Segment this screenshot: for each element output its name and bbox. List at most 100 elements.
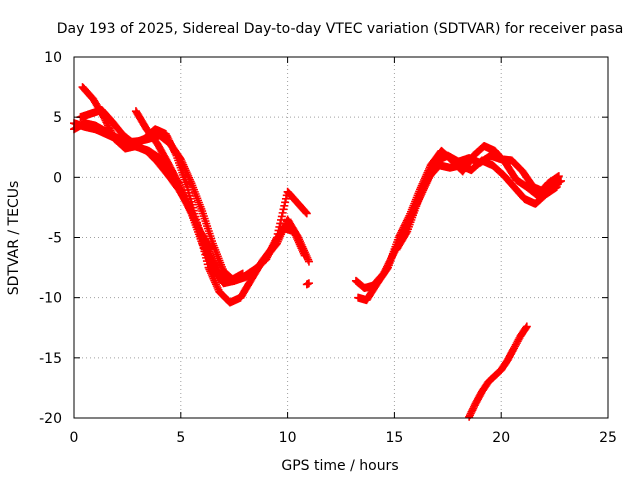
data-point	[420, 182, 429, 191]
x-tick-label: 20	[492, 430, 510, 446]
data-point	[211, 280, 220, 289]
y-tick-label: -5	[48, 231, 62, 247]
data-point	[281, 198, 290, 207]
data-point	[299, 249, 308, 258]
y-tick-label: 0	[53, 170, 62, 186]
data-point	[304, 255, 313, 264]
data-point	[304, 257, 313, 266]
data-point	[175, 181, 184, 190]
data-point	[300, 251, 309, 260]
data-point	[207, 269, 216, 278]
data-point	[206, 245, 215, 254]
data-point	[522, 323, 531, 332]
data-point	[402, 228, 411, 237]
data-point	[414, 195, 423, 204]
data-point	[297, 244, 306, 253]
series-sat-i	[465, 322, 531, 421]
data-point	[184, 201, 193, 210]
data-point	[193, 221, 202, 230]
data-point	[299, 247, 308, 256]
data-point	[290, 229, 299, 238]
data-point	[210, 276, 219, 285]
data-point	[174, 179, 183, 188]
data-point	[293, 234, 302, 243]
data-point	[422, 177, 431, 186]
data-point	[207, 270, 216, 279]
x-tick-label: 15	[385, 430, 403, 446]
data-point	[421, 180, 430, 189]
data-point	[186, 205, 195, 214]
y-tick-label: -15	[39, 351, 62, 367]
data-point	[292, 233, 301, 242]
data-point	[205, 265, 214, 274]
data-point	[557, 176, 566, 185]
data-point	[181, 194, 190, 203]
data-point	[279, 205, 288, 214]
data-point	[304, 279, 313, 288]
data-point	[302, 209, 311, 218]
data-point	[211, 278, 220, 287]
data-point	[186, 207, 195, 216]
x-tick-label: 25	[599, 430, 617, 446]
y-tick-label: 5	[53, 110, 62, 126]
data-point	[281, 194, 290, 203]
x-tick-label: 5	[176, 430, 185, 446]
data-point	[416, 191, 425, 200]
data-point	[294, 238, 303, 247]
data-point	[177, 184, 186, 193]
data-point	[298, 245, 307, 254]
series-sat-d	[78, 83, 247, 284]
data-point	[277, 212, 286, 221]
data-point	[187, 208, 196, 217]
data-point	[301, 208, 310, 217]
data-point	[180, 192, 189, 201]
data-point	[295, 240, 304, 249]
data-point	[205, 244, 214, 253]
data-point	[212, 282, 221, 291]
data-points	[70, 83, 566, 421]
data-point	[171, 150, 180, 159]
data-point	[290, 227, 299, 236]
data-point	[182, 197, 191, 206]
data-point	[418, 186, 427, 195]
data-point	[383, 264, 392, 273]
data-point	[176, 183, 185, 192]
data-point	[422, 178, 431, 187]
y-axis-label: SDTVAR / TECUs	[6, 181, 22, 296]
data-point	[182, 196, 191, 205]
data-point	[177, 186, 186, 195]
data-point	[192, 220, 201, 229]
series-sat-e	[131, 107, 215, 254]
data-point	[189, 212, 198, 221]
data-point	[208, 272, 217, 281]
data-point	[238, 269, 247, 278]
data-point	[213, 283, 222, 292]
data-point	[206, 267, 215, 276]
data-point	[280, 201, 289, 210]
data-point	[425, 165, 434, 174]
data-point	[185, 203, 194, 212]
y-tick-label: -20	[39, 411, 62, 427]
data-point	[191, 216, 200, 225]
chart-title: Day 193 of 2025, Sidereal Day-to-day VTE…	[57, 21, 624, 37]
data-point	[413, 197, 422, 206]
data-point	[294, 236, 303, 245]
data-point	[191, 218, 200, 227]
axes: 0 5 10 15 20 25 -20 -15 -10 -5 0 5 10	[39, 50, 617, 446]
data-point	[188, 210, 197, 219]
data-point	[178, 188, 187, 197]
series-sat-h	[392, 156, 561, 254]
data-point	[278, 208, 287, 217]
data-point	[209, 274, 218, 283]
x-tick-label: 10	[279, 430, 297, 446]
data-point	[419, 184, 428, 193]
data-point	[552, 182, 561, 191]
grid-lines	[74, 57, 608, 418]
y-tick-label: 10	[44, 50, 62, 66]
data-point	[179, 190, 188, 199]
data-point	[194, 223, 203, 232]
data-point	[204, 263, 213, 272]
data-point	[296, 242, 305, 251]
